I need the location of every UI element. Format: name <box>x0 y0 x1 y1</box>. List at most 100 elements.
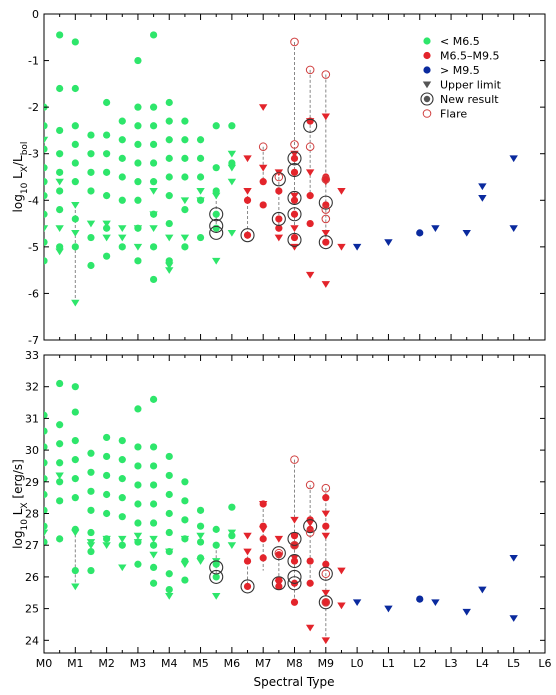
detection-point <box>103 192 111 200</box>
y-tick-label: -1 <box>28 55 39 68</box>
detection-point <box>56 379 64 388</box>
upper-limit-marker <box>305 271 315 279</box>
detection-point <box>71 475 79 483</box>
detection-point <box>416 595 424 603</box>
detection-point <box>71 408 79 416</box>
detection-point <box>322 598 330 606</box>
new-result-ring <box>318 595 333 610</box>
detection-point <box>212 122 220 130</box>
y-tick-label: 26 <box>25 571 39 584</box>
new-result-ring <box>303 519 318 534</box>
new-result-ring <box>271 576 286 591</box>
upper-limit-marker <box>305 169 315 177</box>
upper-limit-marker <box>71 229 80 237</box>
detection-point <box>290 168 299 176</box>
detection-point <box>103 168 111 176</box>
new-result-ring <box>287 151 302 166</box>
x-tick-label: M0 <box>36 657 53 670</box>
detection-point <box>71 140 79 148</box>
detection-point <box>118 243 126 251</box>
upper-limit-marker <box>55 225 64 233</box>
new-result-ring <box>271 546 286 561</box>
flare-ring <box>290 37 299 47</box>
detection-point <box>181 576 189 584</box>
detection-point <box>71 38 79 46</box>
x-tick-label: L3 <box>444 657 457 670</box>
flare-ring <box>305 528 315 537</box>
new-result-ring <box>287 190 302 206</box>
y-tick-label: -2 <box>28 101 39 114</box>
y-tick-label: 28 <box>25 508 39 521</box>
upper-limit-marker <box>243 188 252 195</box>
y-tick-label: 33 <box>25 349 39 362</box>
upper-limit-marker <box>71 202 80 209</box>
upper-limit-marker <box>290 532 299 540</box>
legend-entry: Flare <box>422 108 467 121</box>
legend-label: New result <box>440 93 499 106</box>
upper-limit-marker <box>71 299 80 307</box>
detection-point <box>134 405 142 413</box>
legend-entry: > M9.5 <box>423 64 480 77</box>
detection-point <box>44 490 48 499</box>
upper-limit-marker <box>86 220 96 228</box>
detection-point <box>149 275 158 284</box>
y-tick-label: 31 <box>25 412 39 425</box>
flare-ring <box>321 483 331 493</box>
new-result-ring <box>287 569 302 584</box>
upper-limit-marker <box>462 229 471 237</box>
upper-limit-marker <box>321 178 331 186</box>
flare-ring <box>321 214 331 224</box>
detection-point <box>165 117 173 125</box>
detection-point <box>181 516 189 524</box>
detection-point <box>134 140 142 148</box>
detection-point <box>149 500 158 508</box>
upper-limit-marker <box>243 532 252 540</box>
detection-point <box>212 541 220 549</box>
detection-point <box>134 159 142 167</box>
new-result-ring <box>209 569 224 584</box>
detection-point <box>134 56 142 65</box>
new-result-ring <box>318 195 333 210</box>
bottom-x-ticks <box>43 355 546 653</box>
flare-ring <box>305 142 315 152</box>
detection-point <box>290 210 299 218</box>
upper-limit-marker <box>478 586 487 594</box>
detection-point <box>56 150 64 158</box>
detection-point <box>165 509 173 518</box>
upper-limit-marker <box>165 262 174 270</box>
detection-point <box>118 513 126 521</box>
upper-limit-marker <box>352 243 362 251</box>
detection-point <box>44 238 48 246</box>
x-tick-label: L5 <box>507 657 520 670</box>
x-tick-label: M2 <box>98 657 115 670</box>
upper-limit-marker <box>290 192 299 200</box>
flare-ring <box>305 65 315 75</box>
detection-point <box>322 201 330 209</box>
y-tick-label: 30 <box>25 444 39 457</box>
detection-point <box>165 98 173 107</box>
legend-entry: M6.5–M9.5 <box>423 50 499 63</box>
detection-point <box>212 210 220 218</box>
upper-limit-marker <box>71 529 80 537</box>
upper-limit-marker <box>55 248 64 256</box>
detection-point <box>181 173 189 181</box>
detection-point <box>134 462 142 470</box>
legend-entry: Upper limit <box>422 79 502 92</box>
y-tick-label: 29 <box>25 476 39 489</box>
detection-point <box>56 497 64 505</box>
detection-point <box>149 31 158 39</box>
detection-point <box>44 164 48 172</box>
detection-point <box>71 566 79 575</box>
upper-limit-marker <box>321 281 331 288</box>
upper-limit-marker <box>149 211 158 219</box>
detection-point <box>87 468 95 476</box>
upper-limit-marker <box>212 592 221 600</box>
detection-point <box>196 136 205 144</box>
detection-point <box>149 395 158 403</box>
flare-ring <box>290 540 299 550</box>
detection-point <box>322 560 330 568</box>
bottom-y-ticks: 24 25 26 27 28 29 30 31 32 33 <box>25 349 545 647</box>
detection-point <box>44 538 48 546</box>
flare-ring <box>321 597 331 607</box>
upper-limit-marker <box>118 535 127 543</box>
